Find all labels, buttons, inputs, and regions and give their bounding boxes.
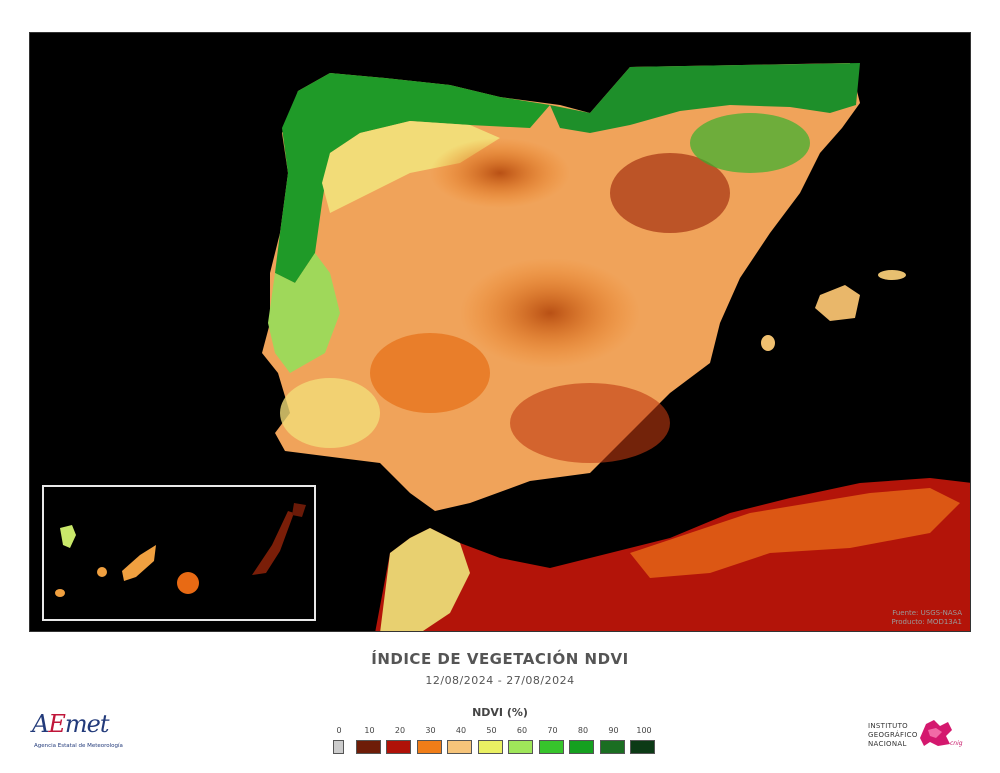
green-light-west [268,253,340,373]
yellow-band [322,121,500,213]
legend-tick-90: 90 [608,726,619,735]
dry-castilla [430,138,570,208]
data-credit: Fuente: USGS-NASA Producto: MOD13A1 [891,609,962,627]
legend-swatch-70 [538,740,564,754]
legend-swatch-50 [477,740,503,754]
ign-line-2: GEOGRÁFICO [868,731,918,739]
legend-tick-40: 40 [455,726,467,735]
green-coast-east [690,113,810,173]
green-pyrenees [550,63,860,133]
canary-islands [55,503,306,597]
legend-tick-30: 30 [425,726,436,735]
ndvi-map: Fuente: USGS-NASA Producto: MOD13A1 [29,32,971,632]
map-title: ÍNDICE DE VEGETACIÓN NDVI [371,650,629,668]
africa-green-coast [380,528,470,631]
ndvi-legend: 0 10 20 30 40 50 60 70 80 90 100 [331,726,671,760]
legend-swatch-90 [599,740,625,754]
legend-tick-20: 20 [394,726,406,735]
legend-title: NDVI (%) [472,706,528,719]
aemet-subtitle: Agencia Estatal de Meteorología [34,743,123,749]
credit-product: Producto: MOD13A1 [891,618,962,626]
canary-inset-frame [42,485,316,621]
legend-tick-0: 0 [336,726,342,735]
legend-swatch-40 [447,740,472,754]
date-range: 12/08/2024 - 27/08/2024 [425,674,575,687]
aemet-letters-met: met [64,710,110,738]
dry-aragon [610,153,730,233]
green-north [275,73,550,283]
ign-emblem-icon [920,720,952,746]
credit-source: Fuente: USGS-NASA [892,609,962,617]
legend-tick-50: 50 [486,726,497,735]
legend-swatch-60 [508,740,533,754]
ign-logo: INSTITUTO GEOGRÁFICO NACIONAL cnig [868,716,978,756]
map-canvas [55,63,970,631]
aemet-letter-e: E [48,710,66,738]
legend-tick-10: 10 [364,726,375,735]
legend-swatch-10 [355,740,381,754]
aemet-logo: AEmet Agencia Estatal de Meteorología [32,710,142,754]
cnig-signature: cnig [950,740,963,747]
legend-tick-80: 80 [577,726,589,735]
aemet-wordmark: AEmet [32,710,110,738]
ibiza [761,335,775,351]
aemet-letter-a: A [32,710,49,738]
menorca [878,270,906,280]
legend-swatch-30 [416,740,442,754]
mallorca [815,285,860,321]
legend-tick-100: 100 [636,726,652,735]
ign-line-1: INSTITUTO [868,722,908,730]
ign-line-3: NACIONAL [868,740,907,748]
africa-orange [630,488,960,578]
dry-south [510,383,670,463]
yellow-southwest [280,378,380,448]
legend-swatch-20 [386,740,411,754]
legend-tick-60: 60 [516,726,528,735]
legend-tick-70: 70 [547,726,558,735]
legend-swatch-0 [333,740,344,754]
legend-swatch-80 [569,740,594,754]
dry-mancha [460,258,640,368]
legend-swatch-100 [630,740,655,754]
dry-extremadura [370,333,490,413]
